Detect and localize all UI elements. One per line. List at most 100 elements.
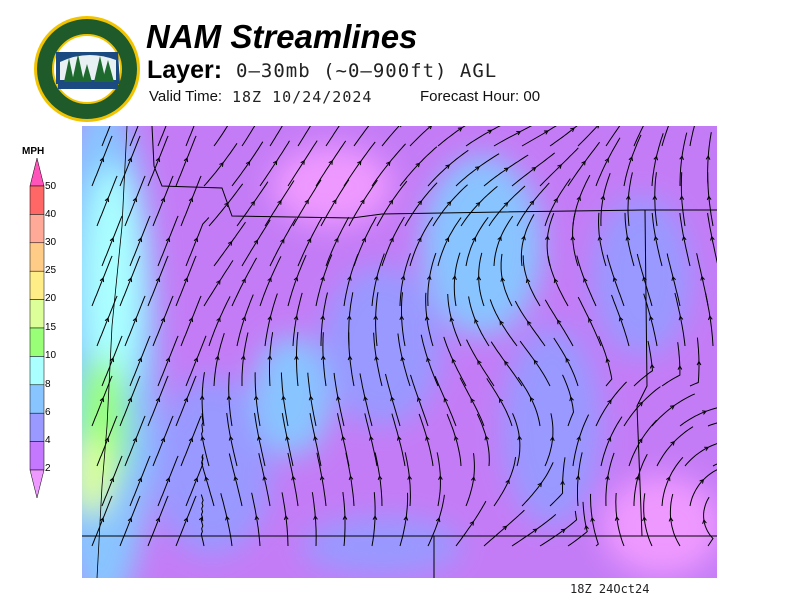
streamline-arrow bbox=[233, 475, 239, 481]
streamline-arrow bbox=[427, 126, 432, 130]
streamline bbox=[418, 413, 434, 467]
streamline bbox=[220, 493, 233, 547]
streamline-arrow bbox=[293, 315, 299, 321]
colorbar-segment bbox=[29, 270, 45, 300]
streamline bbox=[397, 333, 411, 387]
streamline-arrow bbox=[160, 197, 166, 203]
streamline bbox=[521, 462, 554, 507]
streamline bbox=[399, 146, 438, 187]
streamline-arrow bbox=[699, 478, 705, 484]
streamline bbox=[544, 178, 571, 227]
tick-label: 40 bbox=[45, 209, 57, 220]
streamline bbox=[101, 335, 123, 387]
streamline-arrow bbox=[165, 477, 171, 483]
streamline-arrow bbox=[160, 437, 166, 443]
streamline-arrow bbox=[357, 160, 362, 166]
streamline-arrow bbox=[581, 160, 586, 166]
streamline-arrow bbox=[557, 164, 563, 169]
streamline bbox=[680, 172, 686, 227]
valid-time-value: 18Z 10/24/2024 bbox=[232, 88, 373, 106]
streamline-arrow bbox=[576, 435, 581, 441]
streamline bbox=[254, 412, 266, 467]
streamline-arrow bbox=[557, 319, 562, 325]
streamline-arrow bbox=[438, 475, 443, 480]
streamline-arrow bbox=[503, 201, 509, 207]
streamline bbox=[241, 332, 249, 386]
streamline bbox=[572, 414, 590, 467]
streamline-arrow bbox=[377, 475, 383, 481]
streamline bbox=[201, 454, 215, 507]
streamline bbox=[91, 375, 113, 427]
streamline-arrow bbox=[612, 276, 618, 282]
streamline-arrow bbox=[304, 199, 309, 205]
streamline-arrow bbox=[638, 401, 644, 407]
streamline bbox=[343, 253, 359, 307]
streamline-arrow bbox=[389, 237, 394, 243]
streamline-arrow bbox=[400, 275, 406, 281]
streamline-arrow bbox=[696, 360, 702, 366]
streamline-arrow bbox=[575, 474, 581, 480]
footer-timestamp: 18Z 24Oct24 bbox=[570, 582, 650, 596]
streamline-arrow bbox=[228, 435, 234, 441]
streamline-arrow bbox=[342, 514, 348, 520]
streamline-arrow bbox=[415, 162, 421, 168]
streamline bbox=[315, 254, 333, 307]
streamline-arrow bbox=[504, 167, 509, 172]
streamline bbox=[391, 413, 406, 467]
streamline-arrow bbox=[470, 397, 475, 403]
streamline-arrow bbox=[374, 275, 379, 281]
streamline bbox=[437, 126, 466, 147]
streamline bbox=[633, 126, 644, 147]
wind-speed-shading bbox=[82, 126, 717, 578]
streamline-arrow bbox=[225, 515, 230, 521]
streamline bbox=[689, 126, 695, 147]
streamline bbox=[259, 140, 290, 187]
streamline-arrow bbox=[638, 438, 643, 443]
streamline bbox=[152, 295, 174, 347]
streamline bbox=[600, 416, 623, 467]
streamline-arrow bbox=[369, 435, 374, 441]
streamline-arrow bbox=[267, 277, 272, 283]
streamline-arrow bbox=[132, 317, 138, 323]
streamline bbox=[434, 376, 457, 427]
streamline-arrow bbox=[475, 201, 481, 207]
streamline-arrow bbox=[204, 476, 209, 482]
streamline bbox=[420, 334, 439, 387]
tick-label: 15 bbox=[45, 322, 57, 333]
streamline bbox=[605, 452, 615, 507]
streamline bbox=[292, 292, 303, 347]
streamline bbox=[147, 135, 169, 187]
colorbar-segment bbox=[29, 384, 45, 414]
streamline-arrow bbox=[127, 277, 133, 283]
streamline bbox=[381, 216, 405, 267]
streamline bbox=[315, 140, 347, 187]
streamline bbox=[147, 495, 169, 547]
streamline-arrow bbox=[390, 396, 395, 402]
tick-label: 50 bbox=[45, 181, 57, 192]
streamline bbox=[624, 212, 635, 267]
streamline bbox=[636, 253, 653, 307]
streamline bbox=[325, 126, 340, 147]
streamline bbox=[465, 453, 475, 507]
streamline bbox=[157, 126, 167, 147]
streamline bbox=[281, 413, 294, 467]
streamline-arrow bbox=[372, 515, 378, 520]
streamline bbox=[684, 443, 717, 467]
streamline bbox=[399, 492, 409, 547]
streamline bbox=[661, 342, 681, 387]
streamline-arrow bbox=[183, 277, 189, 283]
streamline-arrow bbox=[584, 524, 589, 530]
streamline-arrow bbox=[104, 437, 110, 443]
streamline-arrow bbox=[444, 237, 450, 242]
streamline-arrow bbox=[346, 314, 352, 320]
streamline-arrow bbox=[199, 395, 205, 400]
streamline bbox=[656, 426, 694, 467]
colorbar-segment bbox=[29, 214, 45, 244]
colorbar-segment bbox=[29, 327, 45, 357]
streamline bbox=[124, 295, 146, 347]
streamline bbox=[203, 260, 234, 307]
streamline bbox=[91, 135, 113, 187]
streamline-arrow bbox=[285, 435, 290, 441]
streamline-arrow bbox=[137, 477, 143, 483]
tick-label: 8 bbox=[45, 379, 51, 390]
